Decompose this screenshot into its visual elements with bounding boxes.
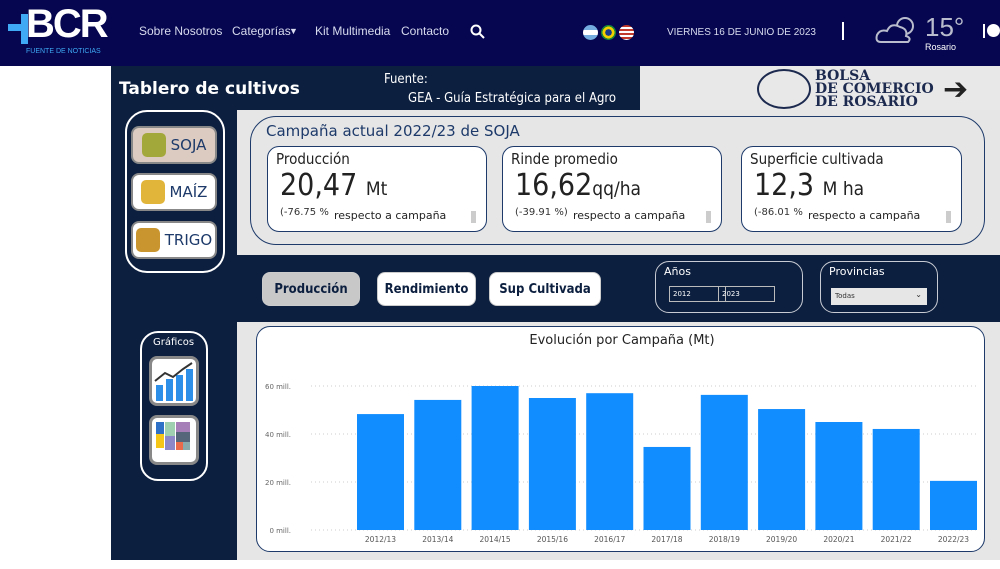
bcr-seal-logo: [757, 69, 811, 109]
x-tick-label: 2013/14: [422, 535, 453, 544]
produccion-button[interactable]: Producción: [262, 272, 360, 306]
scrollbar[interactable]: [471, 211, 476, 223]
flag-argentina-icon[interactable]: [583, 25, 598, 40]
x-tick-label: 2014/15: [480, 535, 511, 544]
chart-card: Evolución por Campaña (Mt) 0 mill. 20 mil…: [256, 326, 985, 552]
chart-title: Evolución por Campaña (Mt): [529, 333, 714, 348]
bolsa-logo-text: BOLSADE COMERCIODE ROSARIO: [815, 70, 934, 109]
bar-chart: Evolución por Campaña (Mt) 0 mill. 20 mil…: [257, 327, 986, 553]
source-label: Fuente:: [384, 72, 428, 87]
y-tick-label: 60 mill.: [265, 383, 291, 391]
bar: [529, 398, 576, 530]
bar: [357, 414, 404, 530]
flag-usa-icon[interactable]: [619, 25, 634, 40]
y-tick-label: 40 mill.: [265, 431, 291, 439]
x-tick-label: 2021/22: [881, 535, 912, 544]
kpi-superficie: Superficie cultivada 12,3 M ha (-86.01 %…: [741, 146, 962, 232]
soy-icon: [142, 133, 166, 157]
sup-cultivada-button[interactable]: Sup Cultivada: [489, 272, 601, 306]
city: Rosario: [925, 42, 956, 52]
bcr-logo[interactable]: BCR FUENTE DE NOTICIAS: [8, 6, 120, 58]
graficos-label: Gráficos: [153, 337, 194, 348]
flag-brazil-icon[interactable]: [601, 25, 616, 40]
year-to-input[interactable]: 2023: [718, 286, 775, 302]
corn-icon: [141, 180, 165, 204]
rendimiento-button[interactable]: Rendimiento: [377, 272, 476, 306]
bar: [414, 400, 461, 530]
nav-sobre-nosotros[interactable]: Sobre Nosotros: [139, 24, 222, 38]
x-tick-label: 2022/23: [938, 535, 969, 544]
scrollbar[interactable]: [706, 211, 711, 223]
scrollbar[interactable]: [946, 211, 951, 223]
dashboard-title: Tablero de cultivos: [119, 79, 300, 99]
divider: [842, 22, 844, 40]
campaign-title: Campaña actual 2022/23 de SOJA: [266, 122, 520, 140]
crop-trigo-button[interactable]: TRIGO: [131, 221, 217, 259]
arrow-right-icon[interactable]: ➔: [943, 72, 968, 107]
kpi-rinde: Rinde promedio 16,62qq/ha (-39.91 %)resp…: [502, 146, 722, 232]
x-tick-label: 2012/13: [365, 535, 396, 544]
bar: [701, 395, 748, 530]
current-date: VIERNES 16 DE JUNIO DE 2023: [667, 27, 816, 38]
x-tick-label: 2015/16: [537, 535, 568, 544]
x-tick-label: 2019/20: [766, 535, 797, 544]
x-tick-label: 2016/17: [594, 535, 625, 544]
bar: [930, 481, 977, 530]
source-text: GEA - Guía Estratégica para el Agro: [408, 91, 616, 106]
nav-kit-multimedia[interactable]: Kit Multimedia: [315, 24, 390, 38]
search-icon[interactable]: [470, 24, 485, 39]
y-tick-label: 0 mill.: [269, 527, 291, 535]
provinces-filter: Provincias: [820, 261, 938, 313]
provinces-dropdown[interactable]: Todas⌄: [831, 288, 927, 305]
kpi-produccion: Producción 20,47 Mt (-76.75 %respecto a …: [267, 146, 487, 232]
chevron-down-icon: ⌄: [915, 290, 922, 299]
chevron-down-icon[interactable]: ▼: [289, 26, 298, 36]
x-tick-label: 2020/21: [823, 535, 854, 544]
wheat-icon: [136, 228, 160, 252]
temperature: 15°: [925, 12, 964, 43]
nav-contacto[interactable]: Contacto: [401, 24, 449, 38]
cloud-sun-icon: [875, 14, 920, 44]
bar: [758, 409, 805, 530]
bar: [644, 447, 691, 530]
bar: [815, 422, 862, 530]
crop-maiz-button[interactable]: MAÍZ: [131, 173, 217, 211]
x-tick-label: 2018/19: [709, 535, 740, 544]
nav-categorias[interactable]: Categorías: [232, 24, 291, 38]
crop-soja-button[interactable]: SOJA: [131, 126, 217, 164]
treemap-view-button[interactable]: [149, 415, 199, 465]
y-tick-label: 20 mill.: [265, 479, 291, 487]
bar: [472, 386, 519, 530]
bar-chart-view-button[interactable]: [149, 356, 199, 406]
site-header: BCR FUENTE DE NOTICIAS Sobre Nosotros Ca…: [0, 0, 1000, 66]
bar: [586, 393, 633, 530]
bar: [873, 429, 920, 530]
twitter-icon[interactable]: [987, 24, 1000, 37]
x-tick-label: 2017/18: [651, 535, 682, 544]
